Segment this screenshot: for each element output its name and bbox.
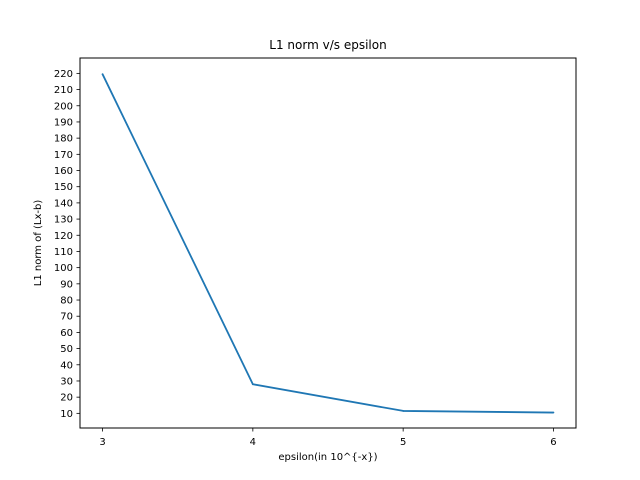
y-tick-label: 180: [54, 134, 73, 145]
y-tick-label: 90: [60, 279, 73, 290]
y-tick-label: 200: [54, 101, 73, 112]
y-tick-label: 140: [54, 198, 73, 209]
series-layer: [101, 73, 555, 414]
y-tick-label: 130: [54, 215, 73, 226]
plot-frame: [79, 57, 577, 429]
y-tick-label: 160: [54, 166, 73, 177]
data-point: [251, 383, 254, 386]
y-axis-title: L1 norm of (Lx-b): [33, 200, 44, 287]
y-tick-label: 150: [54, 182, 73, 193]
y-tick-label: 70: [60, 312, 73, 323]
y-tick-label: 30: [60, 376, 73, 387]
y-tick-label: 210: [54, 85, 73, 96]
plot-area: [80, 58, 576, 428]
y-tick-label: 190: [54, 117, 73, 128]
y-tick-label: 100: [54, 263, 73, 274]
x-tick-label: 4: [250, 437, 256, 448]
y-tick-label: 80: [60, 296, 73, 307]
y-tick-label: 60: [60, 328, 73, 339]
data-point: [101, 73, 104, 76]
y-tick-label: 10: [60, 409, 73, 420]
y-tick-label: 220: [54, 69, 73, 80]
data-point: [552, 411, 555, 414]
x-tick-label: 3: [99, 437, 105, 448]
x-axis: 3 4 5 6: [99, 428, 557, 448]
y-tick-label: 20: [60, 393, 73, 404]
series-line-0: [101, 73, 554, 414]
y-tick-label: 50: [60, 344, 73, 355]
x-axis-title: epsilon(in 10^{-x}): [278, 452, 377, 463]
chart-title: L1 norm v/s epsilon: [269, 38, 386, 52]
y-axis: 10 20 30 40 50 60 70 80 90 100 110 120 130 140 150 160 1…: [54, 69, 80, 420]
x-tick-label: 6: [550, 437, 556, 448]
y-tick-label: 40: [60, 360, 73, 371]
y-tick-label: 170: [54, 150, 73, 161]
x-tick-label: 5: [400, 437, 406, 448]
y-tick-label: 110: [54, 247, 73, 258]
y-tick-label: 120: [54, 231, 73, 242]
data-point: [402, 410, 405, 412]
